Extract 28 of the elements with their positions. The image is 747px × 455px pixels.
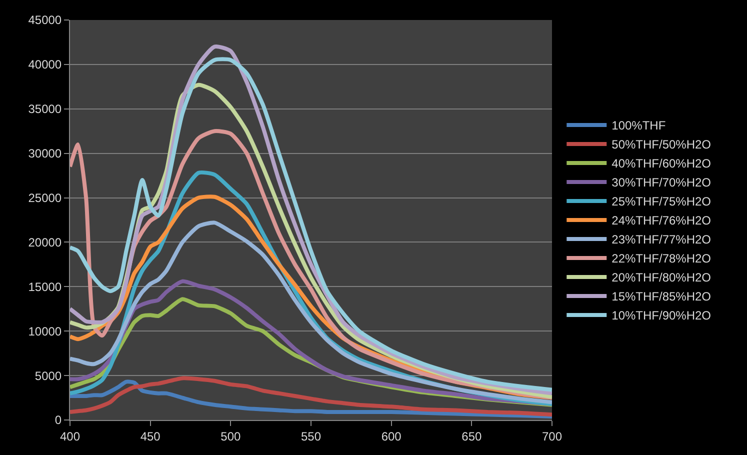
y-tick-label: 10000 bbox=[28, 324, 62, 338]
legend-label: 23%THF/77%H2O bbox=[612, 232, 712, 247]
legend-label: 10%THF/90%H2O bbox=[612, 308, 712, 323]
legend-label: 100%THF bbox=[612, 118, 666, 133]
x-tick-label: 450 bbox=[140, 429, 161, 444]
legend-label: 40%THF/60%H2O bbox=[612, 156, 712, 171]
y-tick-label: 35000 bbox=[28, 102, 62, 116]
y-tick-label: 15000 bbox=[28, 280, 62, 294]
x-tick-label: 600 bbox=[381, 429, 402, 444]
legend-label: 24%THF/76%H2O bbox=[612, 214, 712, 228]
y-tick-label: 25000 bbox=[28, 190, 62, 205]
legend-label: 20%THF/80%H2O bbox=[612, 270, 712, 285]
x-tick-label: 700 bbox=[542, 429, 562, 444]
y-tick-label: 5000 bbox=[34, 368, 62, 383]
x-tick-label: 650 bbox=[462, 429, 482, 444]
legend-label: 25%THF/75%H2O bbox=[612, 194, 712, 209]
legend-label: 15%THF/85%H2O bbox=[612, 290, 712, 304]
x-tick-label: 550 bbox=[300, 429, 322, 444]
x-tick-label: 400 bbox=[60, 429, 80, 444]
x-tick-label: 500 bbox=[220, 429, 241, 444]
legend-label: 30%THF/70%H2O bbox=[612, 176, 712, 190]
y-tick-label: 0 bbox=[54, 413, 62, 428]
legend-label: 50%THF/50%H2O bbox=[612, 138, 712, 152]
y-tick-label: 30000 bbox=[28, 146, 62, 161]
y-tick-label: 20000 bbox=[28, 235, 62, 250]
y-tick-label: 40000 bbox=[28, 58, 62, 72]
y-tick-label: 45000 bbox=[28, 13, 62, 28]
legend-label: 22%THF/78%H2O bbox=[612, 252, 712, 266]
